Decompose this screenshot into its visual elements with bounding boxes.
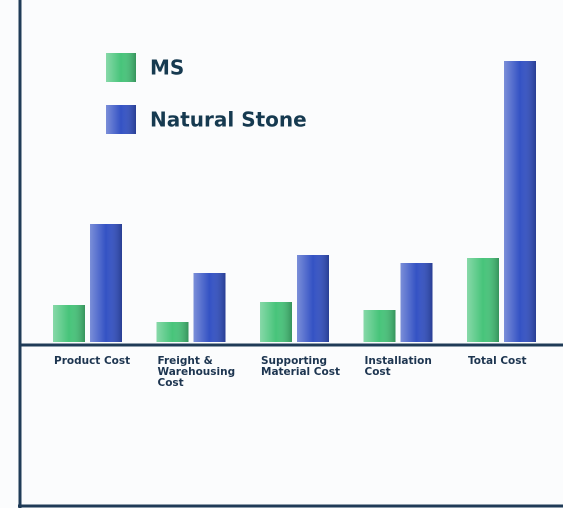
bar-shade [467, 258, 499, 342]
legend-swatch-shade [106, 53, 136, 82]
bar-shade [53, 305, 85, 342]
bar-shade [504, 61, 536, 342]
x-tick-label: Installation Cost [364, 355, 432, 378]
x-tick-label: Supporting Material Cost [261, 355, 340, 378]
bar-shade [297, 255, 329, 342]
bar-shade [260, 302, 292, 342]
bar-shade [193, 273, 226, 342]
legend-swatch-shade [106, 105, 136, 134]
bar-shade [400, 263, 433, 342]
bar-shade [90, 224, 122, 342]
bar-shade [156, 322, 189, 342]
x-tick-label: Total Cost [468, 355, 527, 367]
x-tick-label: Freight & Warehousing Cost [157, 355, 236, 389]
bar-shade [363, 310, 396, 342]
legend-label: MS [150, 56, 184, 80]
legend-label: Natural Stone [150, 108, 307, 132]
x-tick-label: Product Cost [54, 355, 131, 367]
